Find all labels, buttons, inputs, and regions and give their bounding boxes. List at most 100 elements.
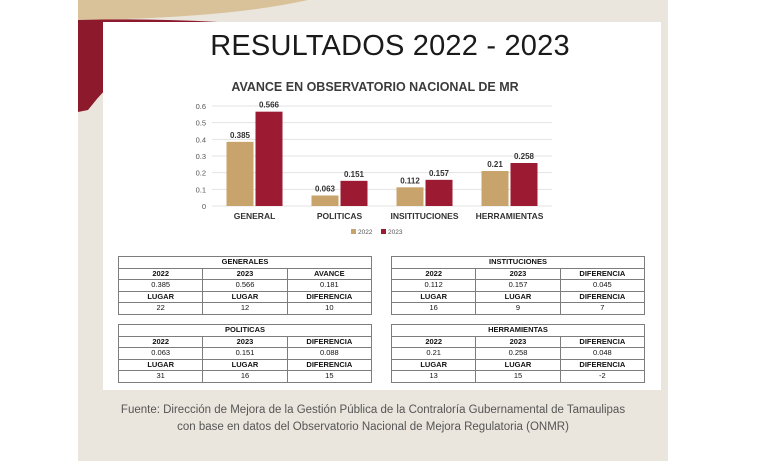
table-cell: DIFERENCIA	[559, 358, 646, 371]
data-label: 0.258	[514, 152, 535, 161]
gold-swoosh-decoration	[78, 0, 308, 20]
data-label: 0.063	[315, 185, 336, 194]
table-row: 2022 2023 DIFERENCIA	[390, 335, 646, 348]
y-tick-label: 0	[202, 202, 206, 211]
y-tick-label: 0.4	[196, 135, 206, 144]
table-row: 31 16 15	[117, 370, 373, 383]
table-title: HERRAMIENTAS	[391, 324, 645, 337]
table-cell: LUGAR	[117, 290, 204, 303]
table-row: LUGAR LUGAR DIFERENCIA	[117, 358, 373, 371]
table-row: 0.112 0.157 0.045	[390, 279, 646, 292]
table-row: 2022 2023 DIFERENCIA	[117, 335, 373, 348]
table-cell: DIFERENCIA	[559, 267, 646, 280]
table-cell: 15	[286, 370, 373, 383]
legend-swatch	[351, 229, 356, 234]
table-cell: 2023	[475, 267, 561, 280]
bar-2022	[481, 171, 509, 206]
table-generales: GENERALES 2022 2023 AVANCE 0.385 0.566 0.181 LU…	[117, 256, 373, 315]
table-cell: LUGAR	[202, 358, 288, 371]
data-label: 0.566	[259, 101, 280, 110]
legend-label: 2022	[358, 229, 373, 236]
table-cell: 0.21	[390, 347, 477, 360]
bar-2022	[396, 187, 424, 206]
x-tick-label: POLITICAS	[317, 211, 363, 221]
table-politicas: POLITICAS 2022 2023 DIFERENCIA 0.063 0.151 0.0…	[117, 324, 373, 383]
table-cell: 16	[390, 302, 477, 315]
table-row: 0.21 0.258 0.048	[390, 347, 646, 360]
x-tick-label: INSITITUCIONES	[390, 211, 458, 221]
data-label: 0.157	[429, 169, 450, 178]
y-tick-label: 0.2	[196, 169, 206, 178]
table-cell: 0.063	[117, 347, 204, 360]
table-row: LUGAR LUGAR DIFERENCIA	[117, 290, 373, 303]
table-instituciones: INSTITUCIONES 2022 2023 DIFERENCIA 0.112 0.15…	[390, 256, 646, 315]
chart-title: AVANCE EN OBSERVATORIO NACIONAL DE MR	[231, 80, 519, 94]
table-row: 22 12 10	[117, 302, 373, 315]
table-cell: LUGAR	[117, 358, 204, 371]
table-cell: 0.112	[390, 279, 477, 292]
table-cell: 13	[390, 370, 477, 383]
table-row: LUGAR LUGAR DIFERENCIA	[390, 290, 646, 303]
table-cell: 2023	[202, 335, 288, 348]
table-cell: 2022	[390, 335, 477, 348]
table-title: GENERALES	[118, 256, 372, 269]
data-label: 0.151	[344, 170, 365, 179]
legend-label: 2023	[388, 229, 403, 236]
table-cell: LUGAR	[390, 290, 477, 303]
y-tick-label: 0.5	[196, 119, 206, 128]
table-cell: 0.151	[202, 347, 288, 360]
bar-2023	[255, 111, 283, 206]
x-tick-label: GENERAL	[234, 211, 276, 221]
table-cell: LUGAR	[475, 358, 561, 371]
table-cell: 7	[559, 302, 646, 315]
table-row: 16 9 7	[390, 302, 646, 315]
y-tick-label: 0.1	[196, 185, 206, 194]
table-cell: 0.181	[286, 279, 373, 292]
table-cell: 2023	[202, 267, 288, 280]
source-note: Fuente: Dirección de Mejora de la Gestió…	[78, 402, 668, 436]
table-row: 0.385 0.566 0.181	[117, 279, 373, 292]
table-title: INSTITUCIONES	[391, 256, 645, 269]
table-cell: 9	[475, 302, 561, 315]
source-line-2: con base en datos del Observatorio Nacio…	[177, 421, 569, 433]
table-row: 13 15 -2	[390, 370, 646, 383]
table-cell: 2022	[117, 267, 204, 280]
table-row: 2022 2023 DIFERENCIA	[390, 267, 646, 280]
table-cell: DIFERENCIA	[286, 335, 373, 348]
table-cell: -2	[559, 370, 646, 383]
table-cell: AVANCE	[286, 267, 373, 280]
table-cell: 12	[202, 302, 288, 315]
table-cell: DIFERENCIA	[559, 290, 646, 303]
table-cell: 2023	[475, 335, 561, 348]
table-herramientas: HERRAMIENTAS 2022 2023 DIFERENCIA 0.21 0.258 0…	[390, 324, 646, 383]
bar-2022	[226, 141, 254, 206]
table-row: 0.063 0.151 0.088	[117, 347, 373, 360]
legend-swatch	[381, 229, 386, 234]
table-cell: 10	[286, 302, 373, 315]
table-cell: DIFERENCIA	[286, 290, 373, 303]
table-cell: 0.045	[559, 279, 646, 292]
table-cell: 2022	[390, 267, 477, 280]
bar-2023	[425, 179, 453, 206]
table-cell: 31	[117, 370, 204, 383]
source-line-1: Fuente: Dirección de Mejora de la Gestió…	[120, 404, 626, 416]
table-cell: 0.258	[475, 347, 561, 360]
table-cell: LUGAR	[475, 290, 561, 303]
bar-chart: 0 0.1 0.2 0.3 0.4 0.5 0.6 0.385 0.566 GENERAL 0.06…	[196, 101, 552, 236]
data-label: 0.21	[487, 160, 503, 169]
data-label: 0.112	[400, 176, 420, 185]
page-title: RESULTADOS 2022 - 2023	[210, 30, 570, 62]
bar-2022	[311, 195, 339, 206]
table-cell: 0.088	[286, 347, 373, 360]
table-cell: LUGAR	[390, 358, 477, 371]
table-cell: 22	[117, 302, 204, 315]
table-row: LUGAR LUGAR DIFERENCIA	[390, 358, 646, 371]
x-tick-label: HERRAMIENTAS	[476, 211, 544, 221]
table-row: 2022 2023 AVANCE	[117, 267, 373, 280]
table-cell: 0.566	[202, 279, 288, 292]
table-cell: DIFERENCIA	[286, 358, 373, 371]
table-cell: 0.385	[117, 279, 204, 292]
bar-2023	[510, 163, 538, 206]
table-cell: 0.157	[475, 279, 561, 292]
table-cell: 0.048	[559, 347, 646, 360]
